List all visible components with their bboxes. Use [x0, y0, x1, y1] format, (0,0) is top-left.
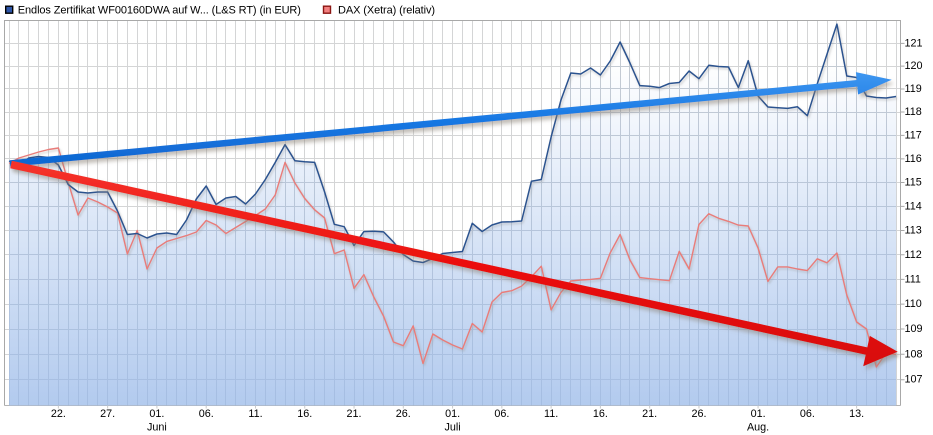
svg-text:DAX (Xetra) (relativ): DAX (Xetra) (relativ)	[338, 5, 435, 17]
svg-text:108: 108	[905, 348, 923, 360]
svg-text:113: 113	[905, 224, 922, 236]
svg-text:13.: 13.	[849, 408, 864, 420]
svg-text:Endlos Zertifikat WF00160DWA a: Endlos Zertifikat WF00160DWA auf W... (L…	[18, 5, 301, 17]
svg-text:21.: 21.	[347, 408, 362, 420]
svg-text:06.: 06.	[199, 408, 214, 420]
svg-text:06.: 06.	[800, 408, 815, 420]
svg-text:26.: 26.	[691, 408, 706, 420]
svg-text:01.: 01.	[149, 408, 164, 420]
svg-text:118: 118	[905, 106, 922, 118]
svg-text:111: 111	[905, 273, 921, 285]
svg-text:11.: 11.	[248, 408, 262, 420]
svg-text:114: 114	[905, 200, 922, 212]
svg-text:16.: 16.	[593, 408, 608, 420]
svg-text:109: 109	[905, 323, 923, 335]
svg-text:115: 115	[905, 177, 922, 189]
svg-text:Juli: Juli	[444, 422, 460, 434]
svg-text:107: 107	[905, 374, 923, 386]
svg-text:Aug.: Aug.	[747, 422, 769, 434]
svg-text:121: 121	[905, 37, 923, 49]
svg-text:116: 116	[905, 153, 922, 165]
svg-text:11.: 11.	[544, 408, 558, 420]
svg-text:16.: 16.	[297, 408, 312, 420]
svg-text:Juni: Juni	[147, 422, 167, 434]
svg-text:119: 119	[905, 83, 922, 95]
svg-text:120: 120	[905, 60, 923, 72]
svg-text:27.: 27.	[100, 408, 115, 420]
svg-text:01.: 01.	[445, 408, 460, 420]
svg-text:21.: 21.	[642, 408, 657, 420]
svg-text:06.: 06.	[494, 408, 509, 420]
svg-text:22.: 22.	[51, 408, 66, 420]
svg-text:01.: 01.	[751, 408, 766, 420]
svg-text:26.: 26.	[396, 408, 411, 420]
svg-text:117: 117	[905, 129, 922, 141]
svg-text:112: 112	[905, 249, 922, 261]
svg-text:110: 110	[905, 298, 922, 310]
